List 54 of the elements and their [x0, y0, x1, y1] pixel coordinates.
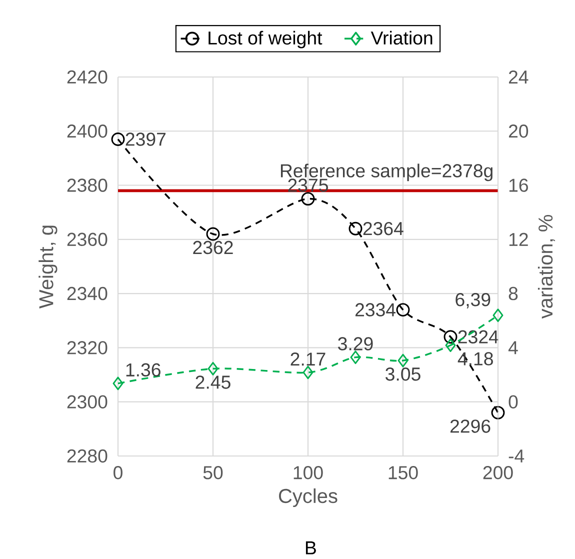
y-tick-label: 2420 [67, 70, 108, 84]
x-tick-label: 50 [203, 466, 223, 480]
point [112, 376, 124, 390]
point [445, 338, 456, 352]
data-label: 6,39 [456, 292, 490, 308]
text: B [306, 541, 316, 554]
x-tick-label: 0 [114, 466, 122, 480]
y2-tick-label: 8 [508, 286, 518, 300]
y2-tick-label: 12 [509, 232, 528, 246]
data-label: 3.29 [338, 337, 373, 350]
y-tick-label: 2300 [67, 395, 108, 408]
point [396, 303, 410, 317]
data-label: 2334 [355, 303, 396, 316]
y-tick-label: 2280 [67, 449, 108, 463]
data-label: 2296 [450, 420, 490, 433]
point [398, 354, 408, 368]
point [301, 192, 315, 206]
y-tick-label: 2380 [67, 178, 108, 192]
data-label: 2.17 [290, 352, 326, 366]
y-tick-label: 2320 [67, 341, 108, 354]
y2-tick-label: 4 [508, 341, 518, 354]
x-axis-title: Cycles [279, 488, 338, 508]
y2-tick-label: 20 [508, 124, 528, 138]
point [491, 406, 505, 420]
y2-tick-label: 0 [508, 395, 518, 408]
y-axis-title: Weight, g [38, 226, 58, 308]
point [444, 330, 458, 344]
point [350, 350, 361, 364]
y2-axis-title: variation, % [538, 214, 556, 319]
point [492, 308, 504, 322]
point [111, 132, 125, 146]
data-label: 2362 [193, 240, 233, 254]
x-tick-label: 150 [388, 466, 418, 480]
point [208, 362, 218, 376]
y2-tick-label: 24 [508, 70, 528, 84]
y-tick-label: 2340 [67, 286, 108, 300]
data-label: 2397 [126, 132, 166, 146]
point [302, 366, 314, 380]
data-label: 2.45 [196, 376, 230, 389]
x-tick-label: 100 [294, 466, 323, 480]
point [206, 227, 220, 241]
data-label: 2324 [458, 330, 498, 344]
point [348, 222, 362, 236]
legend-label: Vriation [370, 30, 432, 45]
y2-tick-label: -4 [508, 450, 524, 462]
x-tick-label: 200 [483, 466, 513, 480]
y-tick-label: 2400 [67, 124, 108, 138]
legend-label: Lost of weight [208, 30, 322, 48]
y-tick-label: 2360 [67, 232, 108, 246]
data-label: 1.36 [126, 363, 160, 377]
y2-tick-label: 16 [509, 178, 528, 192]
data-label: 4.18 [458, 352, 493, 366]
data-label: 2364 [363, 222, 404, 236]
data-label: 3.05 [386, 367, 420, 381]
